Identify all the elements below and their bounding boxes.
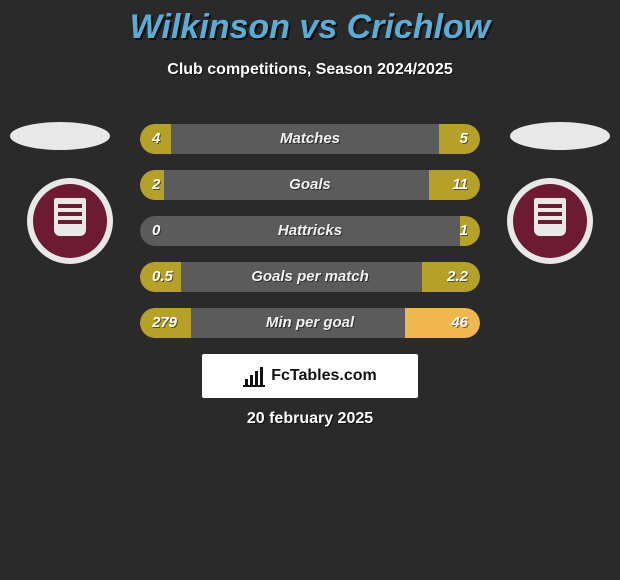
comparison-rows: 4Matches5 2Goals11 0Hattricks1 0.5Goals per… (140, 124, 480, 354)
stat-label: Hattricks (140, 216, 480, 246)
stat-row: 0.5Goals per match2.2 (140, 262, 480, 292)
stat-label: Min per goal (140, 308, 480, 338)
stat-row: 2Goals11 (140, 170, 480, 200)
comparison-title: Wilkinson vs Crichlow (0, 0, 620, 47)
comparison-date: 20 february 2025 (0, 410, 620, 428)
club-crest-icon (33, 184, 107, 258)
brand-logo: FcTables.com (202, 354, 418, 398)
stat-value-right: 1 (460, 216, 468, 246)
stat-row: 0Hattricks1 (140, 216, 480, 246)
club-badge-left (27, 178, 113, 264)
stat-label: Goals per match (140, 262, 480, 292)
comparison-subtitle: Club competitions, Season 2024/2025 (0, 61, 620, 79)
player-right-flag (510, 122, 610, 150)
stat-row: 4Matches5 (140, 124, 480, 154)
stat-value-right: 11 (452, 170, 468, 200)
player-left-flag (10, 122, 110, 150)
bar-chart-icon (243, 365, 265, 387)
stat-label: Goals (140, 170, 480, 200)
stat-value-right: 46 (451, 308, 468, 338)
stat-row: 279Min per goal46 (140, 308, 480, 338)
stat-value-right: 5 (460, 124, 468, 154)
club-crest-icon (513, 184, 587, 258)
stat-value-right: 2.2 (447, 262, 468, 292)
club-badge-right (507, 178, 593, 264)
stat-label: Matches (140, 124, 480, 154)
brand-name: FcTables.com (271, 367, 377, 385)
